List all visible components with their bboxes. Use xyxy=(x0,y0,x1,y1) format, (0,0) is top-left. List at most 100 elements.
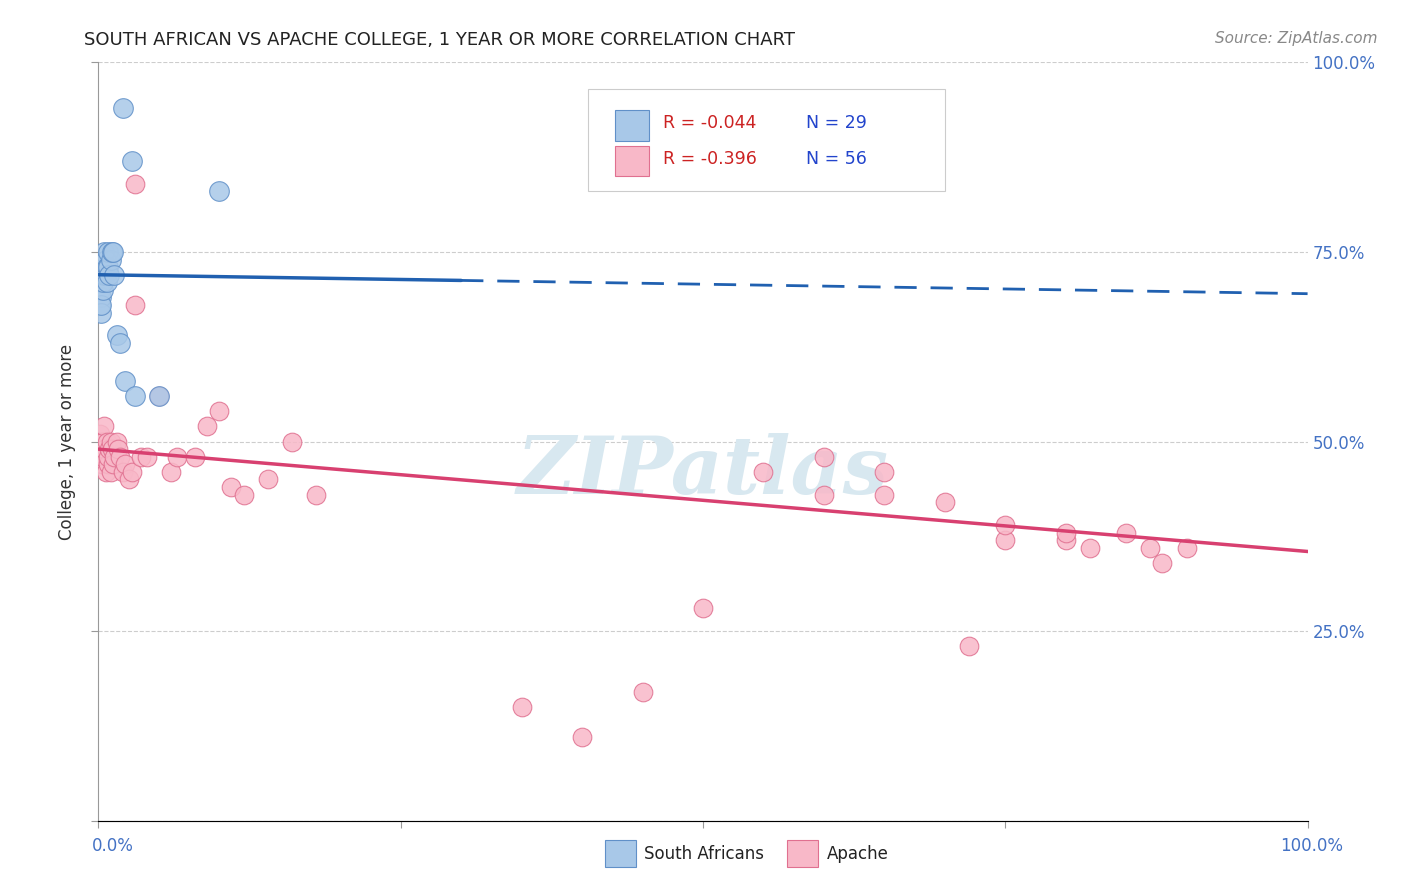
Point xyxy=(91,450,114,464)
Text: Apache: Apache xyxy=(827,845,889,863)
Point xyxy=(101,458,124,472)
Point xyxy=(91,458,114,472)
Point xyxy=(107,442,129,457)
Point xyxy=(97,244,120,259)
Point xyxy=(994,533,1017,548)
Point xyxy=(1078,541,1101,555)
Point xyxy=(90,275,112,289)
Text: South Africans: South Africans xyxy=(644,845,763,863)
Point xyxy=(89,442,111,457)
Point xyxy=(108,450,131,464)
Point xyxy=(121,153,143,168)
Point xyxy=(184,450,207,464)
Point xyxy=(692,601,714,615)
Point xyxy=(94,465,117,479)
Point xyxy=(208,404,231,418)
Point xyxy=(100,442,122,457)
Text: Source: ZipAtlas.com: Source: ZipAtlas.com xyxy=(1215,31,1378,46)
Point xyxy=(91,268,114,282)
Point xyxy=(90,434,112,449)
Point xyxy=(103,450,125,464)
Point xyxy=(103,268,125,282)
Point xyxy=(135,450,157,464)
Point xyxy=(90,450,112,464)
Text: SOUTH AFRICAN VS APACHE COLLEGE, 1 YEAR OR MORE CORRELATION CHART: SOUTH AFRICAN VS APACHE COLLEGE, 1 YEAR … xyxy=(84,31,796,49)
Point xyxy=(90,291,112,305)
Text: ZIPatlas: ZIPatlas xyxy=(517,434,889,510)
Point xyxy=(957,639,980,653)
Point xyxy=(89,283,111,297)
Text: R = -0.044: R = -0.044 xyxy=(664,114,756,132)
Point xyxy=(813,450,835,464)
Point xyxy=(108,335,131,350)
Point xyxy=(105,434,128,449)
Point xyxy=(98,442,121,457)
Point xyxy=(105,328,128,343)
Point xyxy=(510,699,533,714)
Text: 100.0%: 100.0% xyxy=(1279,837,1343,855)
Point xyxy=(93,244,115,259)
Point xyxy=(96,434,118,449)
Text: N = 56: N = 56 xyxy=(806,150,866,168)
Point xyxy=(305,487,328,501)
Point xyxy=(571,730,593,744)
Point xyxy=(934,495,956,509)
Point xyxy=(873,465,896,479)
Bar xyxy=(614,111,648,141)
Point xyxy=(97,458,120,472)
Point xyxy=(89,298,111,312)
Point xyxy=(124,298,146,312)
Point xyxy=(100,244,122,259)
Point xyxy=(121,465,143,479)
Point xyxy=(752,465,775,479)
Point xyxy=(124,389,146,403)
Point xyxy=(100,434,122,449)
Point xyxy=(256,473,278,487)
Point xyxy=(96,275,118,289)
Point xyxy=(1152,556,1174,570)
Point xyxy=(100,465,122,479)
Point xyxy=(124,177,146,191)
Point xyxy=(1054,533,1077,548)
Point xyxy=(91,275,114,289)
Point xyxy=(91,442,114,457)
Point xyxy=(1054,525,1077,540)
Y-axis label: College, 1 year or more: College, 1 year or more xyxy=(58,343,76,540)
Point xyxy=(91,283,114,297)
Point xyxy=(100,252,122,267)
Point xyxy=(129,450,152,464)
Point xyxy=(208,184,231,198)
Point xyxy=(96,260,118,275)
Point xyxy=(93,419,115,434)
Point xyxy=(114,374,136,388)
Point xyxy=(813,487,835,501)
FancyBboxPatch shape xyxy=(588,89,945,191)
Point xyxy=(1175,541,1198,555)
Point xyxy=(91,260,114,275)
Point xyxy=(1115,525,1137,540)
Text: N = 29: N = 29 xyxy=(806,114,866,132)
Point xyxy=(232,487,254,501)
Point xyxy=(90,298,112,312)
Text: R = -0.396: R = -0.396 xyxy=(664,150,756,168)
Point xyxy=(160,465,183,479)
Point xyxy=(93,442,115,457)
Point xyxy=(91,434,114,449)
Bar xyxy=(614,145,648,177)
Point xyxy=(195,419,218,434)
Point xyxy=(118,473,141,487)
Point xyxy=(94,252,117,267)
Point xyxy=(148,389,170,403)
Point xyxy=(221,480,243,494)
Point xyxy=(97,450,120,464)
Point xyxy=(89,427,111,442)
Point xyxy=(873,487,896,501)
Point xyxy=(994,517,1017,532)
Point xyxy=(89,268,111,282)
Point xyxy=(111,101,134,115)
Point xyxy=(111,465,134,479)
Point xyxy=(1139,541,1161,555)
Point xyxy=(166,450,188,464)
Point xyxy=(98,268,121,282)
Point xyxy=(94,268,117,282)
